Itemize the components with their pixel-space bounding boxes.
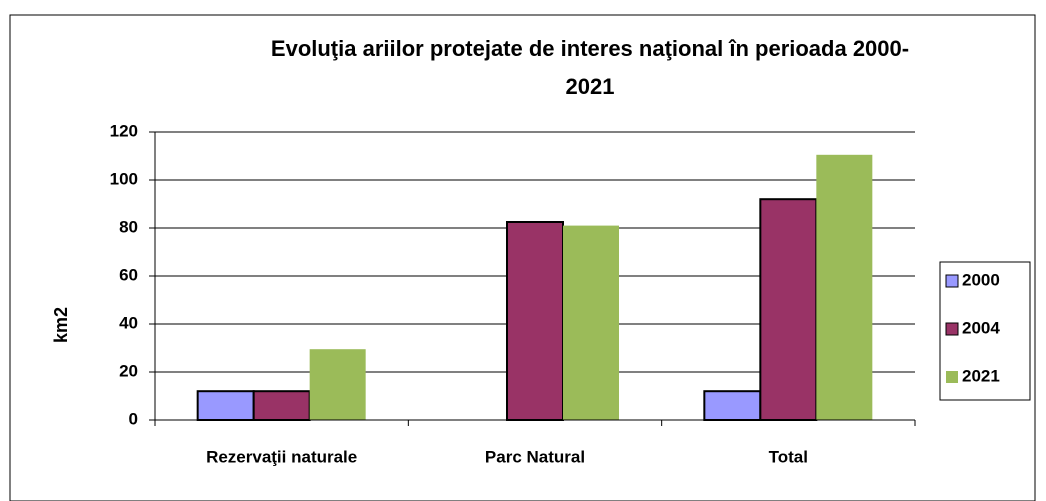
- bar: [703, 390, 762, 422]
- x-tick-label: Total: [769, 447, 808, 466]
- legend-label: 2021: [962, 366, 1000, 385]
- y-tick-label: 20: [119, 361, 138, 380]
- legend-swatch: [946, 371, 958, 383]
- legend-swatch: [945, 322, 959, 336]
- y-tick-label: 60: [119, 265, 138, 284]
- bar: [563, 225, 619, 420]
- bar: [759, 198, 818, 421]
- x-tick-label: Rezervaţii naturale: [206, 447, 357, 466]
- y-tick-label: 120: [110, 121, 138, 140]
- bar: [506, 221, 564, 421]
- y-tick-label: 0: [129, 409, 138, 428]
- chart-title: 2021: [566, 74, 615, 99]
- y-tick-label: 40: [119, 313, 138, 332]
- chart-title: Evoluţia ariilor protejate de interes na…: [271, 36, 909, 61]
- y-tick-label: 80: [119, 217, 138, 236]
- bar: [309, 349, 366, 420]
- y-axis-label: km2: [51, 307, 71, 343]
- bar: [252, 390, 311, 422]
- bar: [816, 154, 873, 421]
- bar: [196, 390, 255, 422]
- legend-label: 2000: [962, 270, 1000, 289]
- legend-swatch: [945, 274, 959, 288]
- legend-label: 2004: [962, 318, 1000, 337]
- y-tick-label: 100: [110, 169, 138, 188]
- x-tick-label: Parc Natural: [485, 447, 585, 466]
